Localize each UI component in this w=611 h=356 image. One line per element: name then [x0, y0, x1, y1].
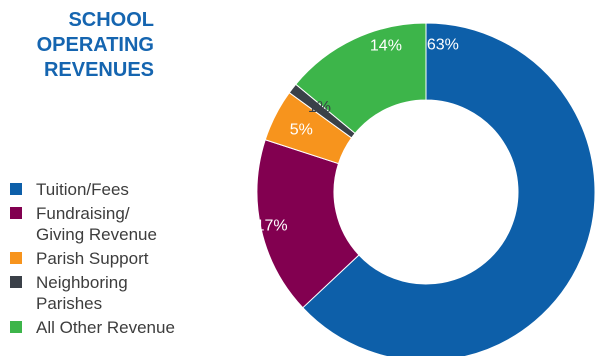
- chart-title-line-3: REVENUES: [43, 59, 154, 81]
- legend-label: Tuition/Fees: [36, 180, 129, 199]
- slice-tuition-fees: [302, 22, 596, 356]
- legend-label: Fundraising/ Giving Revenue: [36, 204, 157, 244]
- legend-swatch: [10, 276, 22, 288]
- legend-label: Parish Support: [36, 249, 149, 268]
- legend-swatch: [10, 207, 22, 219]
- legend: Tuition/Fees Fundraising/ Giving Revenue…: [10, 179, 210, 341]
- chart-title: SCHOOL OPERATING REVENUES: [0, 8, 154, 83]
- legend-label: All Other Revenue: [36, 318, 175, 337]
- legend-swatch: [10, 252, 22, 264]
- donut-slices: [256, 22, 596, 356]
- legend-item-all-other-revenue: All Other Revenue: [10, 317, 210, 338]
- legend-swatch: [10, 321, 22, 333]
- donut-labels: 63% 17% 5% 1% 14%: [256, 36, 459, 234]
- slice-label-all-other-revenue: 14%: [370, 37, 402, 54]
- slice-label-parish-support: 5%: [290, 121, 313, 138]
- slice-label-tuition-fees: 63%: [427, 36, 459, 53]
- chart-title-line-1: SCHOOL: [68, 9, 154, 31]
- legend-item-parish-support: Parish Support: [10, 248, 210, 269]
- legend-label: Neighboring Parishes: [36, 273, 128, 313]
- chart-title-line-2: OPERATING: [36, 34, 154, 56]
- legend-swatch: [10, 183, 22, 195]
- legend-item-tuition-fees: Tuition/Fees: [10, 179, 210, 200]
- slice-label-neighboring-parishes: 1%: [308, 99, 331, 116]
- legend-item-neighboring-parishes: Neighboring Parishes: [10, 272, 210, 314]
- legend-item-fundraising: Fundraising/ Giving Revenue: [10, 203, 210, 245]
- slice-label-fundraising: 17%: [256, 218, 288, 235]
- slice-all-other-revenue: [295, 22, 427, 135]
